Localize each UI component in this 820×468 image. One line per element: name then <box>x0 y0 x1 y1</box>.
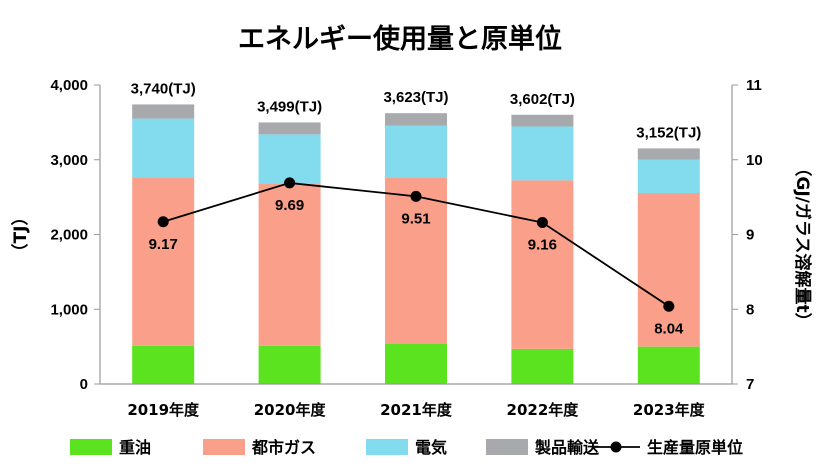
bar-segment-3-4 <box>637 148 700 160</box>
x-category-label: 2021年度 <box>380 401 453 419</box>
bar-segment-2-3 <box>511 126 574 181</box>
legend-label-2: 電気 <box>415 438 447 457</box>
bar-segment-3-0 <box>132 104 195 119</box>
bar-segment-1-0 <box>132 177 195 346</box>
bar-segment-3-2 <box>385 113 447 126</box>
intensity-point <box>157 216 169 228</box>
bar-segment-1-1 <box>258 184 321 346</box>
legend-label-line: 生産量原単位 <box>647 438 743 457</box>
axes-layer: 0 1,000 2,000 3,000 4,000 7 8 9 10 11 2019年度 2020年度… <box>10 77 813 419</box>
intensity-point <box>663 300 675 312</box>
y-right-tick-label: 8 <box>746 301 754 318</box>
bar-segment-0-2 <box>385 344 447 384</box>
y-left-tick-label: 0 <box>80 376 88 393</box>
bar-segment-0-4 <box>637 346 700 384</box>
bar-segment-1-3 <box>511 180 574 349</box>
bar-segment-2-2 <box>385 125 447 178</box>
bar-layer <box>132 104 700 384</box>
intensity-point-label: 9.16 <box>528 237 557 254</box>
chart-title: エネルギー使用量と原単位 <box>238 23 562 55</box>
intensity-point <box>284 177 296 189</box>
bar-segment-0-3 <box>511 348 574 384</box>
y-axis-right-title: （GJ/ガラス溶解量t） <box>792 159 813 329</box>
legend-label-1: 都市ガス <box>251 438 316 457</box>
y-right-tick-label: 11 <box>746 77 762 94</box>
y-right-tick-label: 10 <box>746 152 763 169</box>
line-layer <box>157 177 675 312</box>
legend-swatch-0 <box>70 439 112 455</box>
legend-swatch-2 <box>366 439 408 455</box>
label-layer: 3,740(TJ) 3,499(TJ) 3,623(TJ) 3,602(TJ) 3,15… <box>131 80 702 337</box>
y-left-tick-label: 2,000 <box>50 227 88 244</box>
bar-segment-2-4 <box>637 159 700 194</box>
bar-segment-3-1 <box>258 122 321 135</box>
legend-swatch-1 <box>203 439 245 455</box>
bar-segment-0-1 <box>258 345 321 384</box>
y-left-tick-label: 4,000 <box>50 77 88 94</box>
y-left-tick-label: 3,000 <box>50 152 88 169</box>
legend-line-marker <box>610 441 622 453</box>
bar-segment-2-0 <box>132 118 195 178</box>
intensity-point <box>536 217 548 229</box>
legend-label-3: 製品輸送 <box>534 438 600 457</box>
y-left-tick-label: 1,000 <box>50 301 88 318</box>
bar-total-label: 3,623(TJ) <box>383 89 448 106</box>
bar-segment-3-3 <box>511 114 574 127</box>
legend-swatch-3 <box>486 439 528 455</box>
bar-segment-1-4 <box>637 193 700 347</box>
y-right-tick-label: 7 <box>746 376 754 393</box>
y-right-tick-label: 9 <box>746 227 754 244</box>
legend-label-0: 重油 <box>119 438 151 457</box>
bar-segment-1-2 <box>385 177 447 345</box>
bar-total-label: 3,740(TJ) <box>131 80 196 97</box>
intensity-point-label: 9.69 <box>275 197 304 214</box>
x-category-label: 2023年度 <box>633 401 706 419</box>
legend: 重油 都市ガス 電気 製品輸送 生産量原単位 <box>70 438 743 457</box>
x-category-label: 2019年度 <box>127 401 200 419</box>
bar-segment-2-1 <box>258 134 321 185</box>
x-category-label: 2020年度 <box>254 401 327 419</box>
bar-total-label: 3,152(TJ) <box>636 124 701 141</box>
intensity-point-label: 9.17 <box>149 236 178 253</box>
intensity-point-label: 9.51 <box>401 210 430 227</box>
intensity-point <box>410 190 422 202</box>
bar-total-label: 3,602(TJ) <box>510 91 575 108</box>
bar-segment-0-0 <box>132 345 195 384</box>
y-axis-left-title: （TJ） <box>10 209 31 261</box>
intensity-point-label: 8.04 <box>654 320 684 337</box>
bar-total-label: 3,499(TJ) <box>257 98 322 115</box>
x-category-label: 2022年度 <box>507 401 580 419</box>
